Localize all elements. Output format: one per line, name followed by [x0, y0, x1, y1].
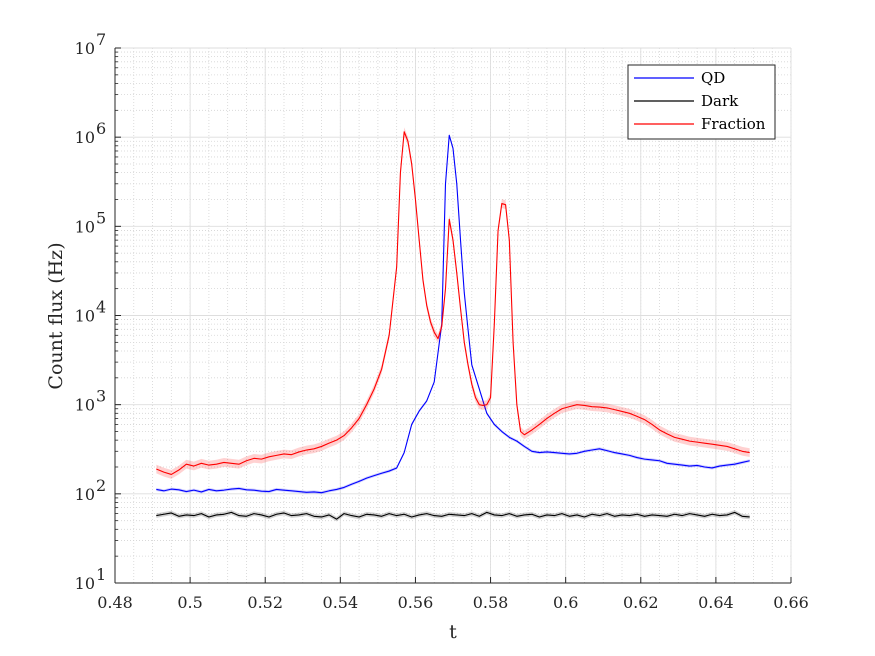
x-tick-label: 0.48	[97, 593, 133, 612]
y-tick-label: 10	[75, 217, 95, 236]
tick-labels: 0.48 0.5 0.52 0.54 0.56 0.58 0.6 0.62 0.64 0.66 10…	[75, 30, 809, 612]
y-tick-label: 10	[75, 574, 95, 593]
legend-label-qd: QD	[701, 69, 725, 87]
y-axis-label: Count flux (Hz)	[45, 242, 67, 389]
legend-label-fraction: Fraction	[701, 115, 766, 133]
x-tick-label: 0.64	[698, 593, 734, 612]
legend-label-dark: Dark	[701, 92, 739, 110]
legend-box	[627, 64, 776, 140]
x-tick-label: 0.56	[398, 593, 434, 612]
y-tick-label: 10	[75, 39, 95, 58]
y-tick-exponent: 7	[96, 30, 106, 49]
y-tick-exponent: 6	[96, 119, 106, 138]
x-tick-label: 0.54	[323, 593, 359, 612]
x-axis-label: t	[449, 621, 457, 643]
x-tick-label: 0.5	[177, 593, 202, 612]
series-layer	[156, 127, 750, 522]
series-line-fraction	[156, 131, 750, 475]
y-tick-label: 10	[75, 396, 95, 415]
y-tick-label: 10	[75, 128, 95, 147]
y-tick-label: 10	[75, 307, 95, 326]
legend: QD Dark Fraction	[627, 64, 776, 140]
y-tick-exponent: 3	[96, 387, 106, 406]
series-band-dark	[156, 510, 750, 522]
series-line-qd	[156, 134, 750, 494]
x-tick-label: 0.52	[247, 593, 283, 612]
y-tick-label: 10	[75, 485, 95, 504]
x-tick-label: 0.62	[623, 593, 659, 612]
series-band-fraction	[156, 127, 750, 479]
y-tick-exponent: 5	[96, 208, 106, 227]
series-line-dark	[156, 511, 750, 520]
y-tick-exponent: 4	[96, 298, 106, 317]
x-tick-label: 0.58	[473, 593, 509, 612]
x-tick-label: 0.66	[773, 593, 809, 612]
x-tick-label: 0.6	[553, 593, 578, 612]
y-tick-exponent: 2	[96, 476, 106, 495]
y-tick-exponent: 1	[96, 565, 106, 584]
axes	[114, 47, 792, 584]
